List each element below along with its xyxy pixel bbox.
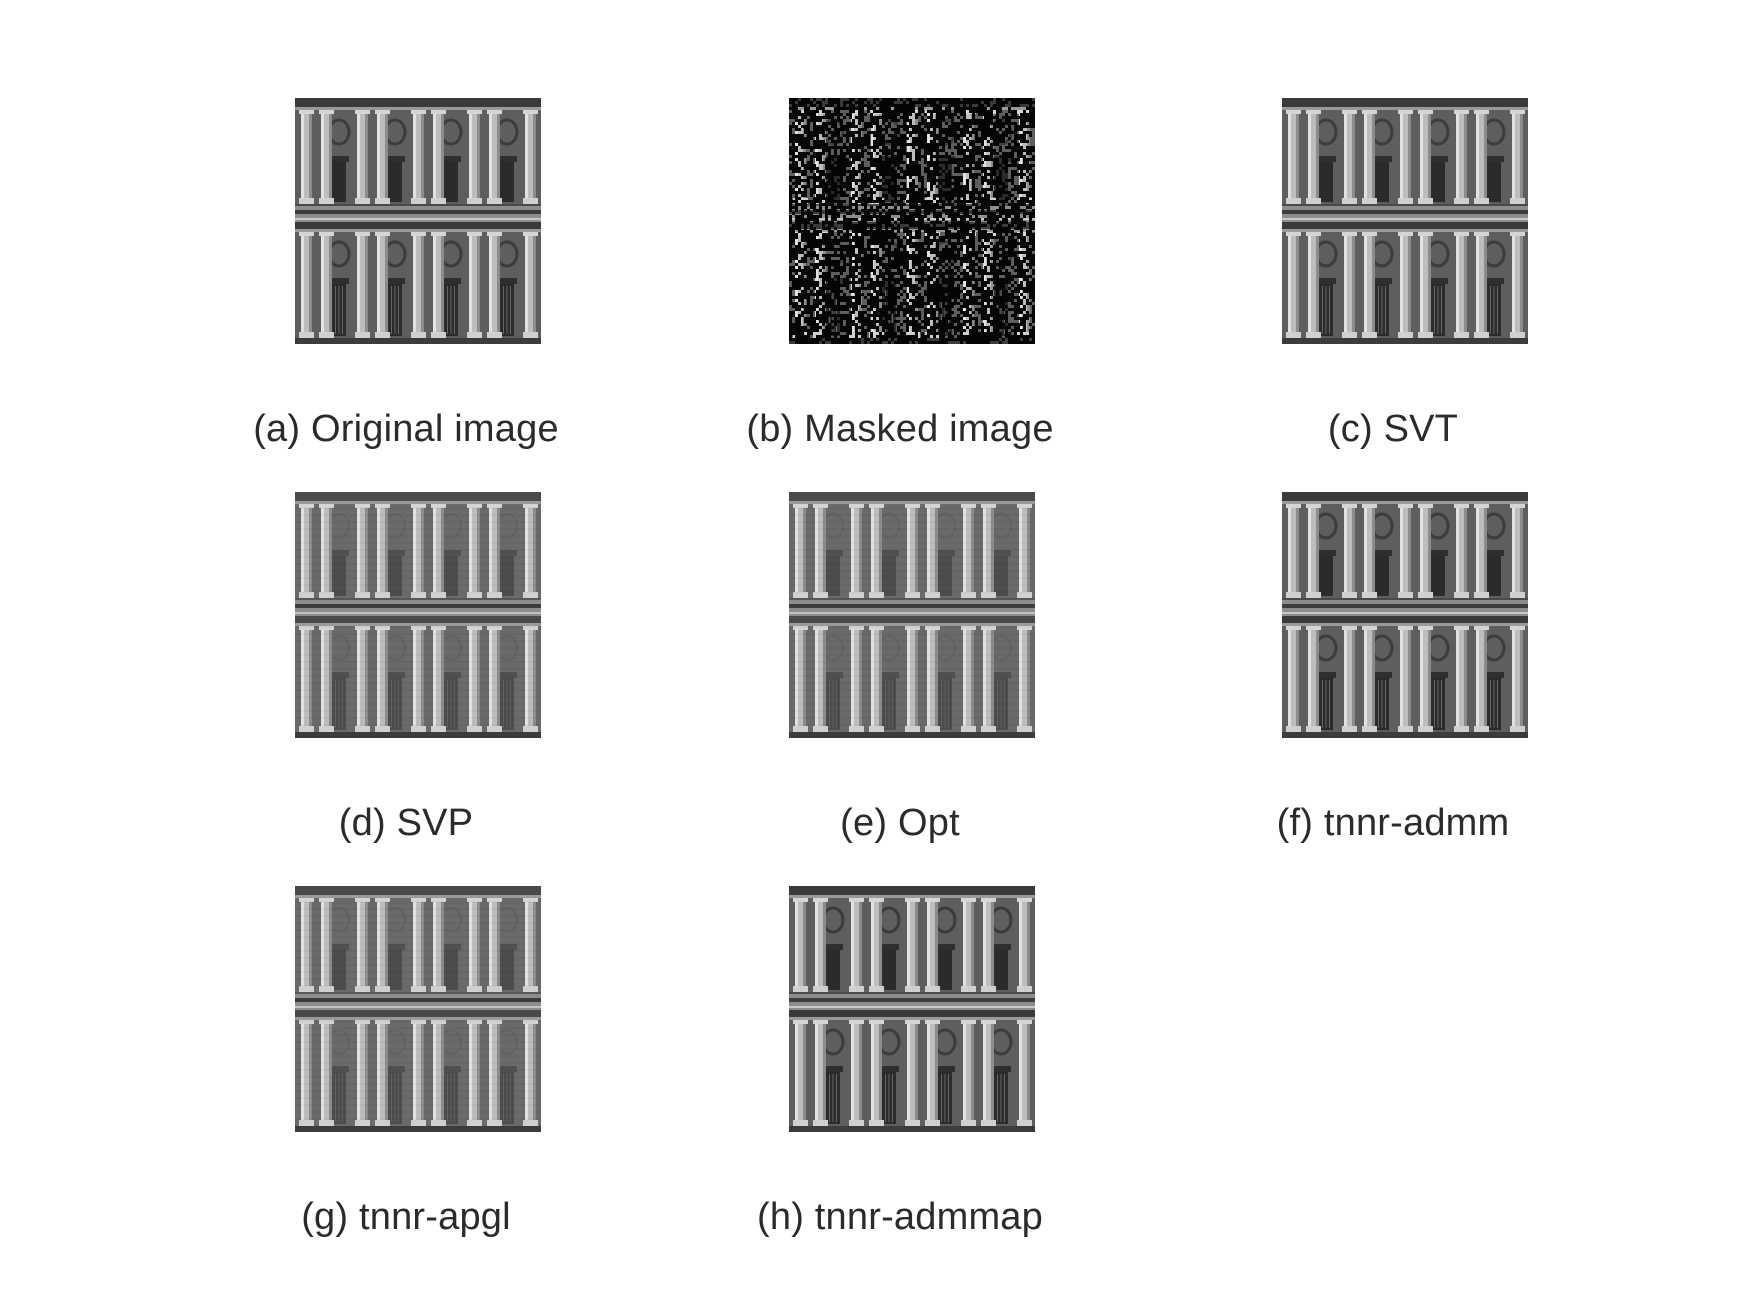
panel-caption: (g) tnnr-apgl [301,1196,511,1238]
panel-caption: (a) Original image [253,408,559,450]
facade-image-svt [1282,98,1528,344]
facade-image-opt [789,492,1035,738]
facade-image-svp [295,492,541,738]
panel-caption: (d) SVP [338,802,474,844]
facade-image-tnnr-admmap [789,886,1035,1132]
facade-image-original [295,98,541,344]
facade-image-tnnr-admm [1282,492,1528,738]
panel-caption: (h) tnnr-admmap [757,1196,1043,1238]
panel-caption: (c) SVT [1327,408,1459,450]
panel-caption: (e) Opt [840,802,960,844]
panel-caption: (f) tnnr-admm [1276,802,1510,844]
facade-image-masked [789,98,1035,344]
panel-caption: (b) Masked image [746,408,1054,450]
facade-image-tnnr-apgl [295,886,541,1132]
